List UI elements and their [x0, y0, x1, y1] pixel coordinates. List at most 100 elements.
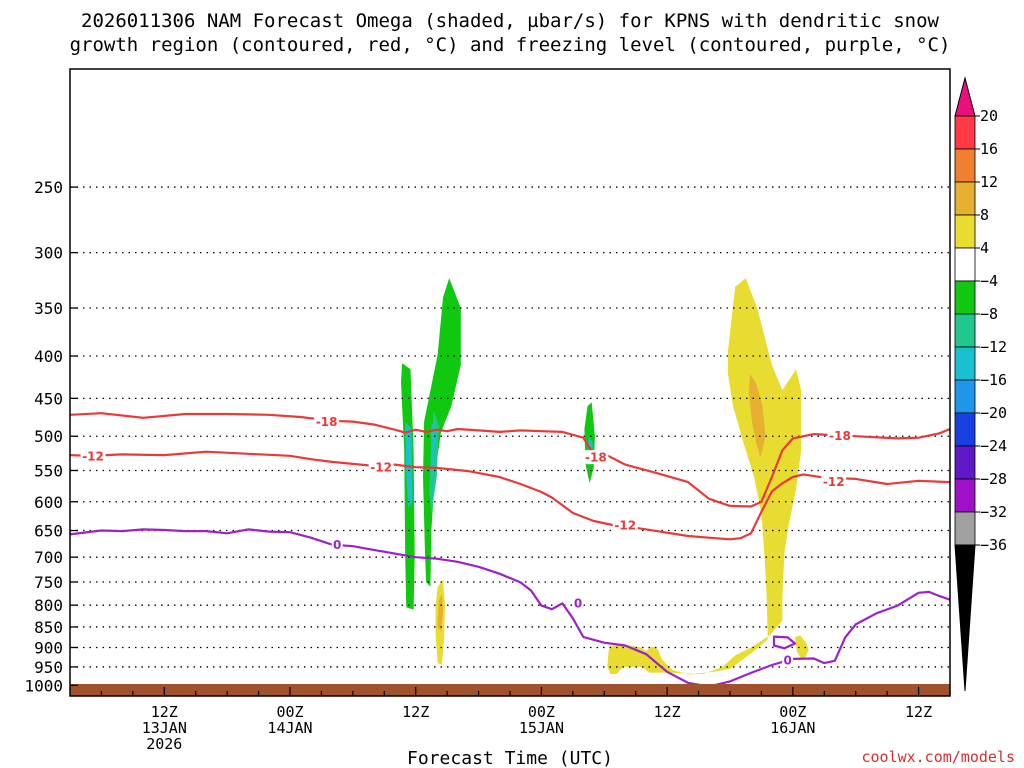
contour-label-2: -18 [585, 451, 607, 465]
colorbar-label-4: 8 [980, 206, 989, 224]
contour-label-9: 0 [574, 596, 582, 610]
chart-title-line1: 2026011306 NAM Forecast Omega (shaded, µ… [81, 10, 939, 32]
contour-label-6: -12 [614, 518, 636, 532]
colorbar-label-9: −16 [980, 371, 1007, 389]
y-axis-ticks: 250 300 350 400 450 500 550 600 650 700 750 800 850 9… [24, 178, 78, 695]
contour-label-8: 0 [333, 538, 341, 552]
colorbar-band-6 [954, 280, 976, 315]
contour-label-bg-10 [782, 653, 794, 668]
colorbar-band-7 [954, 313, 976, 348]
colorbar-band-13 [954, 511, 976, 546]
y-tick-label-250: 250 [34, 178, 63, 197]
colorbar-label-10: −20 [980, 404, 1007, 422]
colorbar-label-8: −12 [980, 338, 1007, 356]
omega-region-9 [437, 593, 443, 632]
omega-shading-layer [401, 278, 809, 675]
colorbar-label-1: 20 [980, 107, 998, 125]
contour-label-7: -12 [823, 475, 845, 489]
y-tick-label-600: 600 [34, 493, 63, 512]
colorbar-label-14: −36 [980, 536, 1007, 554]
colorbar-label-7: −8 [980, 305, 998, 323]
omega-region-3 [423, 278, 461, 587]
contour-label-10: 0 [783, 654, 791, 668]
x-tick-label-4-1: 00Z [528, 703, 555, 721]
colorbar: 20 16 12 8 4 −4 −8 −12 −16 −20 −24 −28 −32 −36 [954, 76, 1007, 692]
y-tick-label-700: 700 [34, 548, 63, 567]
x-tick-label-3-1: 12Z [402, 703, 429, 721]
colorbar-label-2: 16 [980, 140, 998, 158]
y-tick-label-900: 900 [34, 639, 63, 658]
omega-region-2 [405, 421, 413, 508]
y-tick-label-450: 450 [34, 389, 63, 408]
contour-line-1 [70, 412, 950, 508]
contour-line-4 [772, 635, 797, 650]
omega-region-5 [430, 421, 436, 477]
y-tick-label-800: 800 [34, 596, 63, 615]
x-tick-label-7-1: 12Z [905, 703, 932, 721]
colorbar-bottom-arrow [954, 544, 976, 692]
colorbar-label-13: −32 [980, 503, 1007, 521]
contour-label-layer: -18 -18 -18 -12 -12 -12 -12 0 0 0 [80, 414, 853, 668]
contour-label-bg-4 [80, 448, 106, 463]
colorbar-band-3 [954, 181, 976, 216]
colorbar-band-8 [954, 346, 976, 381]
x-axis-label: Forecast Time (UTC) [407, 748, 613, 768]
y-tick-label-750: 750 [34, 573, 63, 592]
contour-label-bg-1 [314, 414, 340, 429]
colorbar-label-5: 4 [980, 239, 989, 257]
colorbar-top-arrow [954, 76, 976, 117]
contour-layer [70, 412, 950, 688]
y-tick-label-500: 500 [34, 427, 63, 446]
x-tick-label-5-1: 12Z [654, 703, 681, 721]
y-tick-label-650: 650 [34, 522, 63, 541]
x-tick-label-1-3: 2026 [146, 735, 182, 753]
y-tick-label-350: 350 [34, 299, 63, 318]
x-tick-label-1-2: 13JAN [142, 719, 187, 737]
x-tick-label-4-2: 15JAN [519, 719, 564, 737]
omega-region-4 [429, 410, 439, 514]
contour-label-bg-3 [827, 428, 853, 443]
x-tick-label-6-1: 00Z [779, 703, 806, 721]
x-tick-label-6-2: 16JAN [770, 719, 815, 737]
x-tick-label-1-1: 12Z [151, 703, 178, 721]
omega-region-12 [795, 635, 809, 660]
contour-label-1: -18 [316, 415, 338, 429]
contour-label-bg-7 [821, 474, 847, 489]
colorbar-label-6: −4 [980, 272, 998, 290]
colorbar-label-3: 12 [980, 173, 998, 191]
contour-line-2 [70, 450, 950, 541]
colorbar-band-10 [954, 412, 976, 447]
colorbar-band-9 [954, 379, 976, 414]
x-tick-label-2-1: 00Z [276, 703, 303, 721]
contour-label-bg-5 [368, 460, 394, 475]
y-tick-label-1000: 1000 [24, 676, 63, 695]
colorbar-band-4 [954, 214, 976, 249]
colorbar-band-11 [954, 445, 976, 480]
omega-region-11 [748, 373, 766, 458]
gridlines [70, 186, 950, 687]
y-tick-label-300: 300 [34, 244, 63, 263]
contour-label-4: -12 [82, 449, 104, 463]
contour-label-5: -12 [370, 461, 392, 475]
colorbar-label-12: −28 [980, 470, 1007, 488]
y-tick-label-400: 400 [34, 347, 63, 366]
colorbar-band-12 [954, 478, 976, 513]
contour-label-bg-8 [331, 537, 343, 552]
colorbar-band-2 [954, 148, 976, 183]
omega-region-10 [607, 278, 802, 675]
y-tick-label-850: 850 [34, 618, 63, 637]
colorbar-band-5 [954, 247, 976, 282]
y-tick-label-950: 950 [34, 658, 63, 677]
x-tick-label-2-2: 14JAN [267, 719, 312, 737]
y-tick-label-550: 550 [34, 461, 63, 480]
contour-label-bg-6 [612, 517, 638, 532]
contour-label-bg-2 [583, 450, 609, 465]
credit-text: coolwx.com/models [861, 748, 1015, 766]
contour-label-bg-9 [572, 595, 584, 610]
contour-line-3 [70, 528, 950, 688]
chart-title-line2: growth region (contoured, red, °C) and f… [70, 34, 951, 56]
colorbar-label-11: −24 [980, 437, 1007, 455]
plot-frame [69, 68, 951, 697]
